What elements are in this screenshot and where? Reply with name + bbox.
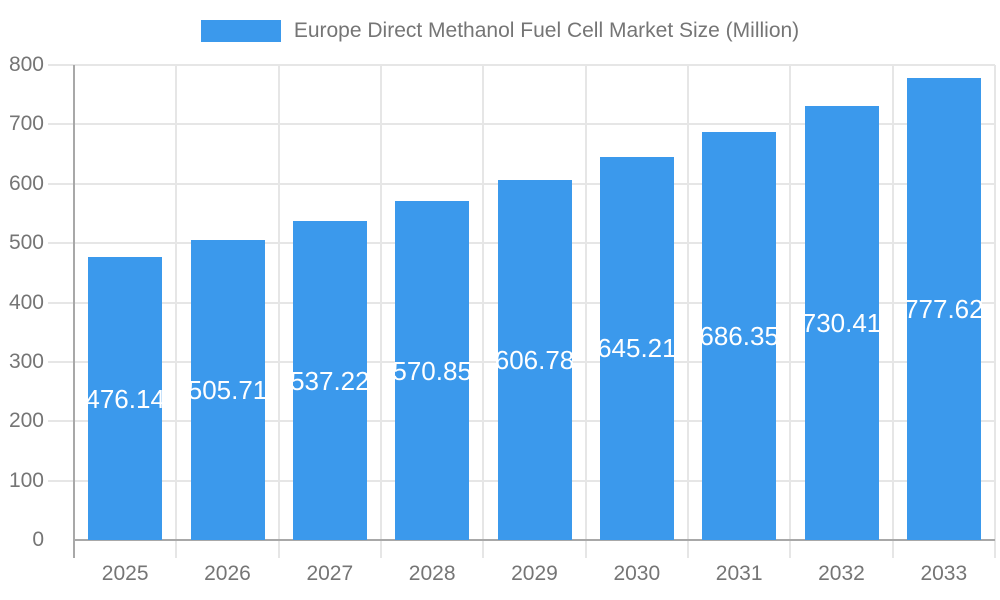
gridline-v xyxy=(175,65,178,558)
bar-value-label: 606.78 xyxy=(494,344,575,375)
x-tick-label: 2026 xyxy=(204,562,251,585)
x-tick-label: 2027 xyxy=(306,562,354,585)
bar-value-label: 777.62 xyxy=(904,294,984,325)
y-tick-label: 600 xyxy=(8,171,44,195)
bar-value-label: 476.14 xyxy=(85,383,165,414)
y-tick-label: 400 xyxy=(8,290,44,314)
gridline-v xyxy=(482,65,485,558)
bar-2027[interactable] xyxy=(292,221,367,540)
gridline-v xyxy=(277,65,280,558)
x-tick-label: 2032 xyxy=(818,562,865,585)
bar-2031[interactable] xyxy=(702,132,777,540)
bar-2030[interactable] xyxy=(599,156,674,540)
y-tick-label: 500 xyxy=(8,231,44,255)
y-tick-label: 200 xyxy=(8,409,44,433)
bar-value-label: 537.22 xyxy=(290,365,370,396)
bar-value-label: 570.85 xyxy=(392,355,472,386)
y-tick-label: 700 xyxy=(8,112,44,136)
y-tick-label: 300 xyxy=(8,349,44,373)
bar-value-label: 645.21 xyxy=(597,333,677,364)
chart-legend[interactable]: Europe Direct Methanol Fuel Cell Market … xyxy=(0,19,1000,43)
gridline-v xyxy=(584,65,587,558)
x-tick-label: 2028 xyxy=(408,562,456,585)
bar-2032[interactable] xyxy=(804,106,879,540)
x-tick-label: 2025 xyxy=(101,562,149,585)
x-tick-label: 2029 xyxy=(511,562,558,585)
gridline-v xyxy=(789,65,792,558)
x-tick-label: 2030 xyxy=(613,562,661,585)
gridline-v xyxy=(891,65,894,558)
y-tick-label: 800 xyxy=(8,53,44,76)
bar-value-label: 505.71 xyxy=(187,374,268,405)
bar-value-label: 686.35 xyxy=(699,321,779,352)
bar-2028[interactable] xyxy=(395,201,470,540)
y-tick-label: 100 xyxy=(8,468,44,492)
x-tick-label: 2031 xyxy=(715,562,763,585)
legend-label: Europe Direct Methanol Fuel Cell Market … xyxy=(293,19,800,42)
gridline-v xyxy=(687,65,689,558)
gridline-v xyxy=(380,65,382,558)
gridline-h xyxy=(48,123,995,126)
x-tick-label: 2033 xyxy=(920,562,968,585)
bar-2029[interactable] xyxy=(497,179,572,540)
bar-2025[interactable] xyxy=(88,257,163,540)
bar-value-label: 730.41 xyxy=(801,308,882,339)
y-tick-label: 0 xyxy=(32,528,44,551)
gridline-h xyxy=(48,64,995,66)
gridline-v xyxy=(994,65,996,558)
legend-swatch xyxy=(200,20,281,42)
bar-2033[interactable] xyxy=(906,78,981,540)
x-axis-line xyxy=(74,539,995,541)
y-axis-line xyxy=(73,65,75,558)
bar-2026[interactable] xyxy=(190,239,265,540)
